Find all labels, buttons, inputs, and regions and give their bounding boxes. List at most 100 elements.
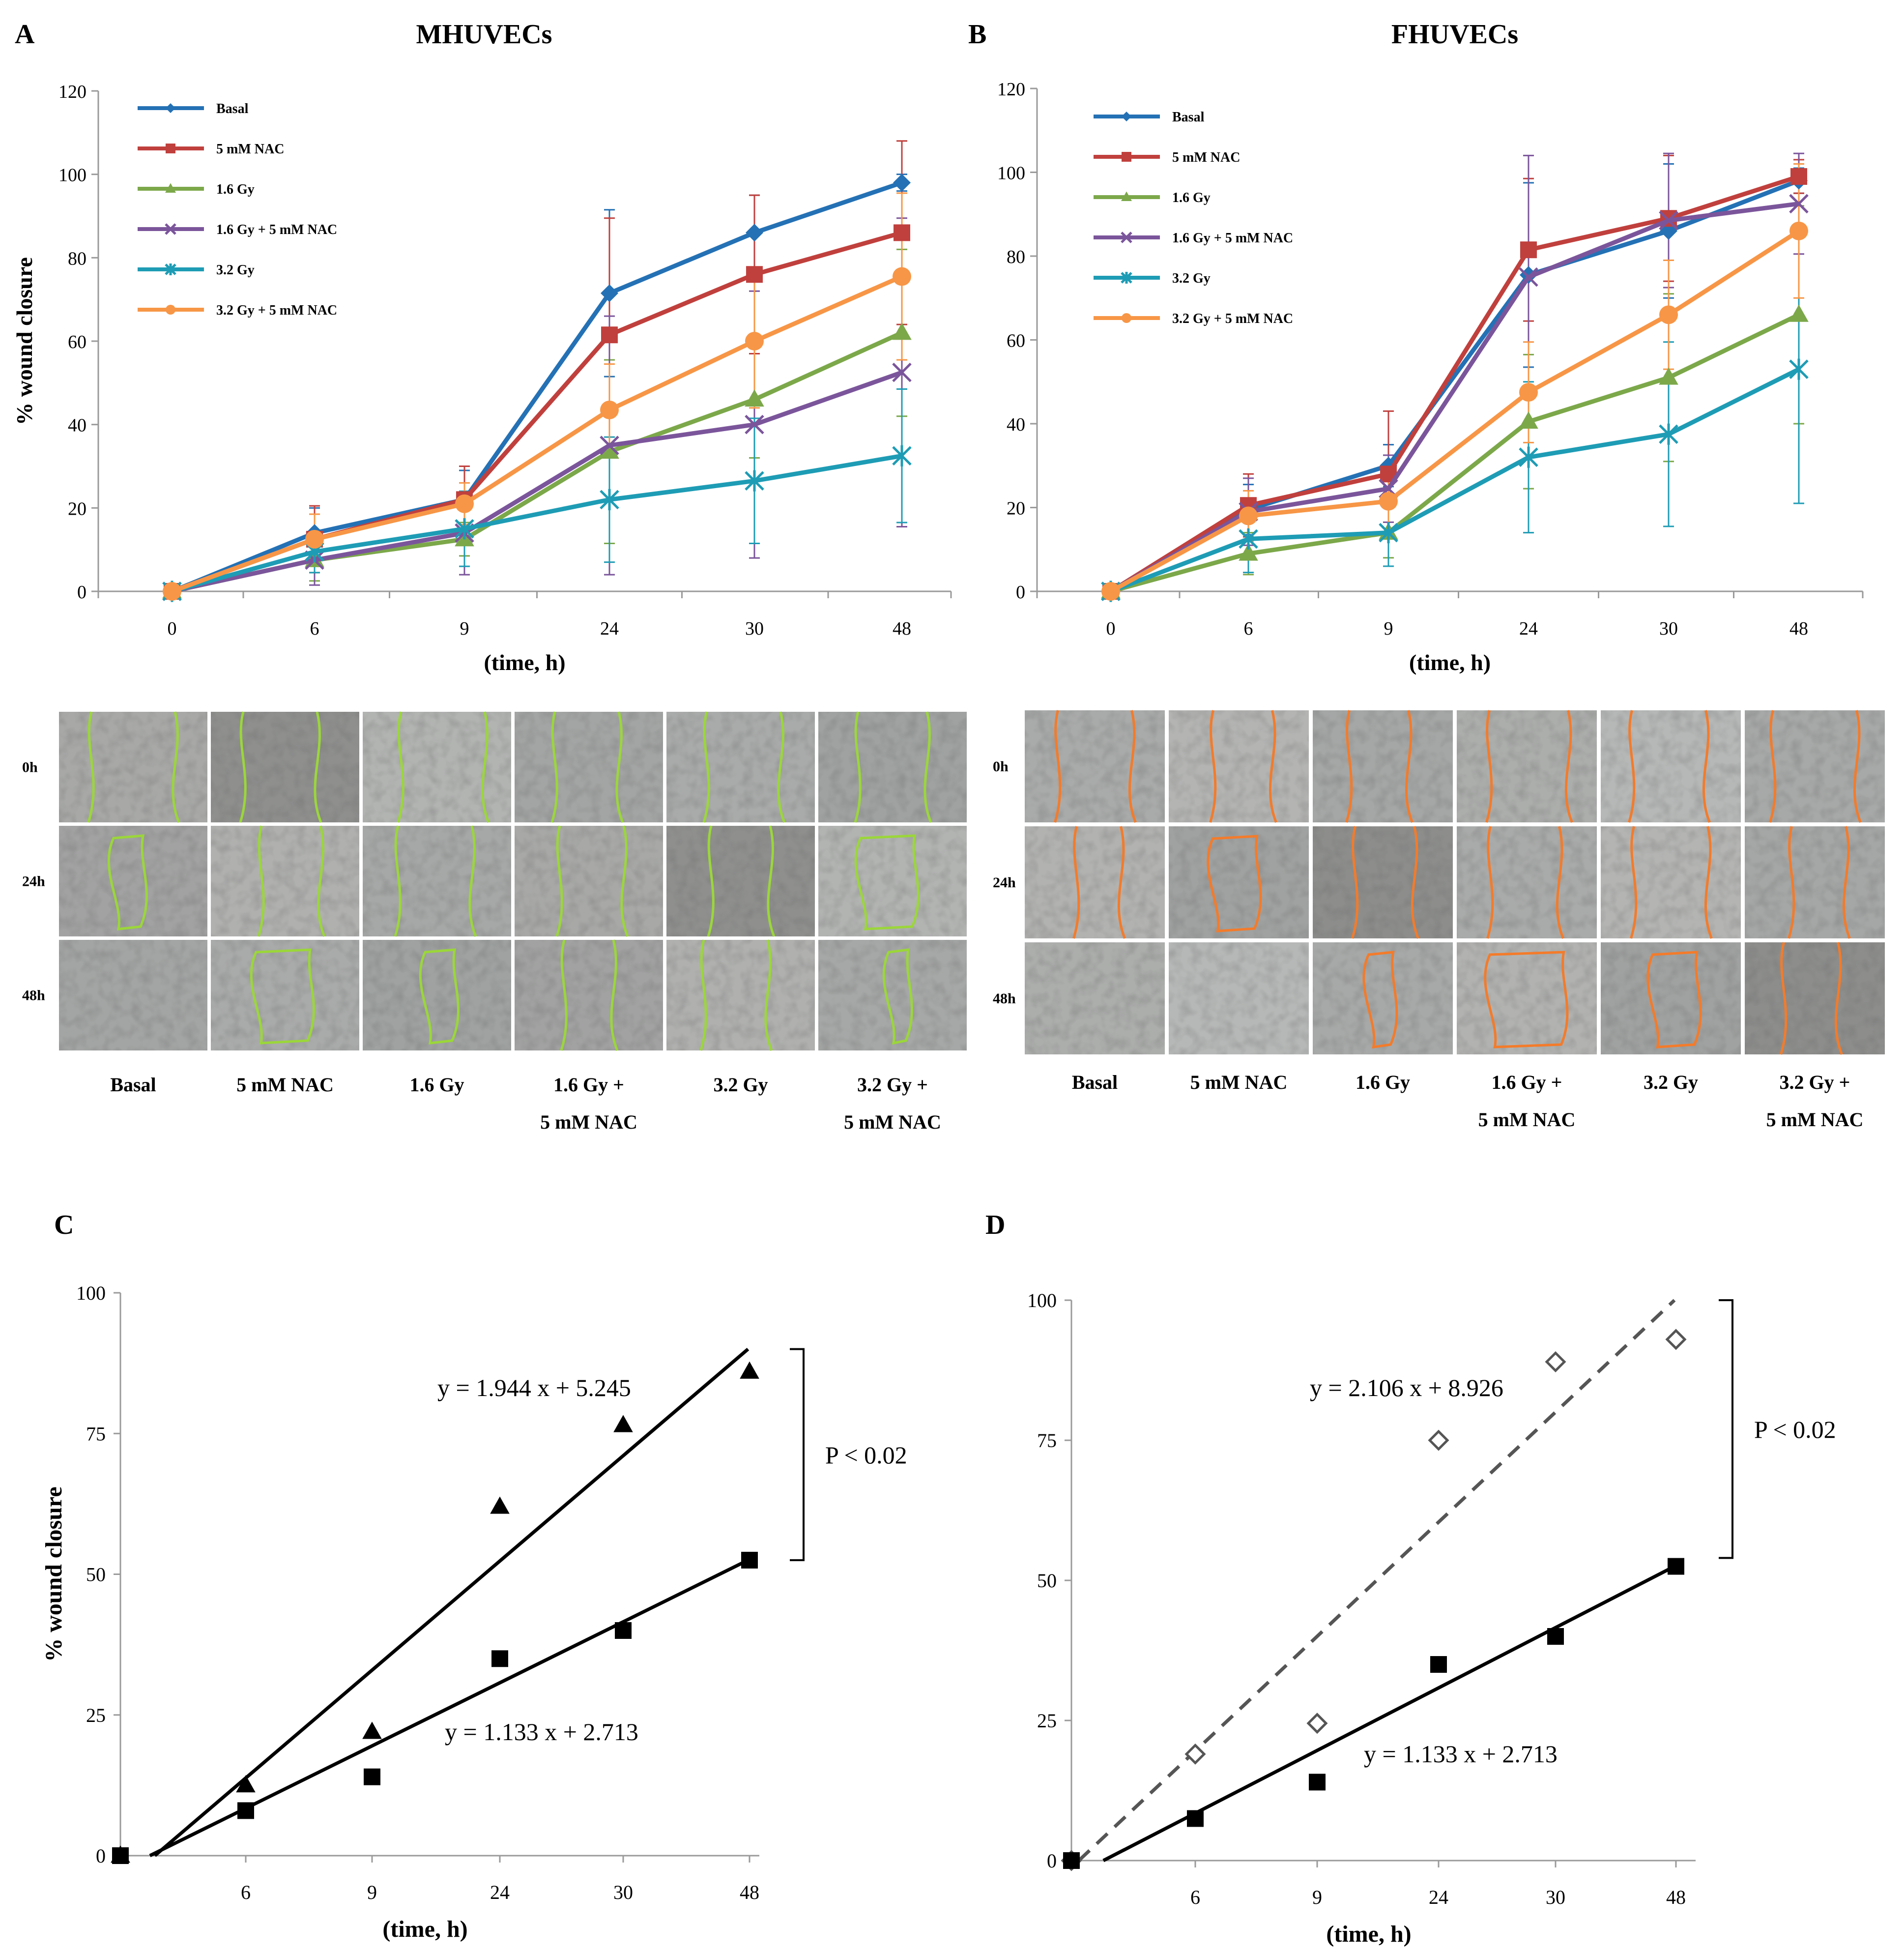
a-wound-edge-trace bbox=[854, 711, 932, 823]
a-point-1-6-gy bbox=[600, 441, 619, 459]
a-time-label: 48h bbox=[22, 988, 45, 1004]
a-wound-edge-trace bbox=[707, 825, 776, 937]
a-x-tick-label: 6 bbox=[310, 618, 319, 639]
d-y-tick-label: 50 bbox=[1037, 1570, 1057, 1592]
a-y-axis-label: % wound closure bbox=[12, 257, 37, 425]
b-legend-label: 3.2 Gy bbox=[1172, 271, 1211, 286]
a-micrograph-texture bbox=[666, 712, 815, 822]
a-legend-marker bbox=[166, 103, 175, 113]
b-wound-edge-trace bbox=[1646, 951, 1702, 1049]
a-y-tick-label: 20 bbox=[68, 498, 87, 519]
micrograph-grid-mhuvecs: 0h 24h 48h Basal 5 mM NAC 1.6 Gy 1.6 Gy + 5 mM … bbox=[22, 711, 967, 1133]
b-legend-label: 1.6 Gy + 5 mM NAC bbox=[1172, 231, 1293, 246]
a-point-basal bbox=[746, 224, 763, 242]
c-point-squares bbox=[615, 1622, 632, 1639]
a-wound-edge-trace bbox=[239, 711, 322, 823]
b-wound-edge-trace bbox=[1486, 826, 1564, 939]
a-point-3-2-gy-5-mm-nac bbox=[600, 400, 619, 419]
a-micrograph-texture bbox=[818, 826, 967, 936]
b-x-axis-label: (time, h) bbox=[1409, 650, 1491, 675]
a-point-basal bbox=[601, 284, 618, 302]
a-micrograph-texture bbox=[515, 712, 663, 822]
a-point-3-2-gy-5-mm-nac bbox=[305, 529, 324, 549]
d-y-tick-label: 25 bbox=[1037, 1710, 1057, 1732]
c-x-tick-label: 30 bbox=[613, 1881, 633, 1903]
b-point-3-2-gy bbox=[1379, 522, 1398, 544]
a-point-3-2-gy-5-mm-nac bbox=[893, 267, 911, 286]
b-y-tick-label: 0 bbox=[1016, 582, 1025, 603]
b-wound-edge-trace bbox=[1345, 710, 1414, 823]
c-x-tick-label: 9 bbox=[367, 1881, 377, 1903]
b-y-tick-label: 100 bbox=[997, 163, 1025, 184]
a-micrograph-texture bbox=[211, 712, 359, 822]
d-y-tick-label: 100 bbox=[1027, 1289, 1057, 1311]
a-point-basal bbox=[893, 174, 911, 192]
a-legend-marker bbox=[166, 144, 175, 153]
a-legend-marker bbox=[165, 263, 176, 275]
b-micrograph-texture bbox=[1169, 826, 1309, 938]
b-micrograph-texture bbox=[1457, 942, 1597, 1054]
b-point-1-6-gy bbox=[1659, 367, 1678, 385]
panel-b-letter: B bbox=[968, 19, 986, 50]
b-point-1-6-gy-5-mm-nac bbox=[1789, 194, 1809, 214]
c-x-axis-label: (time, h) bbox=[382, 1916, 467, 1942]
b-wound-edge-trace bbox=[1209, 710, 1277, 823]
d-point-open-diamonds bbox=[1428, 1429, 1449, 1451]
c-y-tick-label: 50 bbox=[86, 1564, 106, 1586]
b-condition-label: 3.2 Gy bbox=[1644, 1071, 1698, 1093]
b-time-label: 48h bbox=[993, 991, 1016, 1007]
b-x-tick-label: 6 bbox=[1244, 618, 1253, 639]
b-point-3-2-gy-5-mm-nac bbox=[1659, 305, 1678, 324]
a-condition-label: Basal bbox=[110, 1074, 156, 1096]
a-micrograph-texture bbox=[59, 826, 207, 936]
a-x-tick-label: 48 bbox=[893, 618, 911, 639]
d-point-squares bbox=[1547, 1628, 1564, 1645]
a-series-line-basal bbox=[171, 180, 903, 594]
c-point-squares bbox=[491, 1650, 508, 1667]
b-wound-edge-trace bbox=[1054, 710, 1137, 823]
a-wound-edge-trace bbox=[397, 711, 490, 823]
c-significance-bracket bbox=[790, 1348, 805, 1561]
b-condition-label: 1.6 Gy bbox=[1356, 1071, 1410, 1093]
panel-c-letter: C bbox=[54, 1210, 74, 1240]
a-point-1-6-gy bbox=[892, 322, 912, 340]
a-point-1-6-gy-5-mm-nac bbox=[892, 362, 912, 382]
a-y-tick-label: 120 bbox=[58, 82, 87, 102]
b-point-1-6-gy-5-mm-nac bbox=[1659, 210, 1678, 231]
a-micrograph-texture bbox=[818, 712, 967, 822]
a-point-1-6-gy bbox=[745, 389, 764, 407]
d-point-squares bbox=[1063, 1852, 1080, 1869]
b-legend-marker bbox=[1121, 272, 1132, 284]
d-point-open-diamonds bbox=[1545, 1351, 1566, 1372]
b-micrograph-texture bbox=[1745, 710, 1885, 822]
b-wound-edge-trace bbox=[1485, 710, 1573, 823]
b-micrograph-texture bbox=[1313, 942, 1453, 1054]
b-point-3-2-gy-5-mm-nac bbox=[1519, 383, 1538, 402]
a-wound-edge-trace bbox=[87, 711, 180, 823]
d-fit-equation-1: y = 2.106 x + 8.926 bbox=[1310, 1374, 1503, 1401]
b-y-tick-label: 20 bbox=[1007, 498, 1025, 519]
b-point-1-6-gy-5-mm-nac bbox=[1519, 267, 1538, 287]
a-wound-edge-trace bbox=[257, 825, 326, 937]
d-point-squares bbox=[1309, 1774, 1326, 1791]
b-micrograph-texture bbox=[1169, 942, 1309, 1054]
c-point-squares bbox=[741, 1551, 758, 1569]
d-x-tick-label: 24 bbox=[1429, 1886, 1448, 1908]
a-wound-edge-trace bbox=[555, 825, 629, 937]
regression-chart-d: 0 25 50 75 100 6 9 24 30 48 (time, h) y = 2.106 x +… bbox=[1027, 1289, 1836, 1947]
b-legend-marker bbox=[1122, 152, 1131, 162]
b-series-line-3-2-gy bbox=[1110, 367, 1800, 594]
b-micrograph-texture bbox=[1601, 826, 1741, 938]
b-time-label: 24h bbox=[993, 874, 1016, 891]
c-x-tick-label: 24 bbox=[490, 1881, 510, 1903]
a-micrograph-texture bbox=[515, 940, 663, 1050]
regression-chart-c: 0 25 50 75 100 6 9 24 30 48 (time, h) % wound closu… bbox=[41, 1282, 907, 1942]
b-micrograph-texture bbox=[1745, 942, 1885, 1054]
a-micrograph-texture bbox=[515, 826, 663, 936]
b-point-3-2-gy bbox=[1659, 423, 1678, 445]
a-micrograph-texture bbox=[211, 826, 359, 936]
a-condition-label: 5 mM NAC bbox=[844, 1111, 941, 1133]
c-y-tick-label: 0 bbox=[96, 1845, 106, 1867]
a-legend-label: 3.2 Gy bbox=[216, 262, 255, 278]
